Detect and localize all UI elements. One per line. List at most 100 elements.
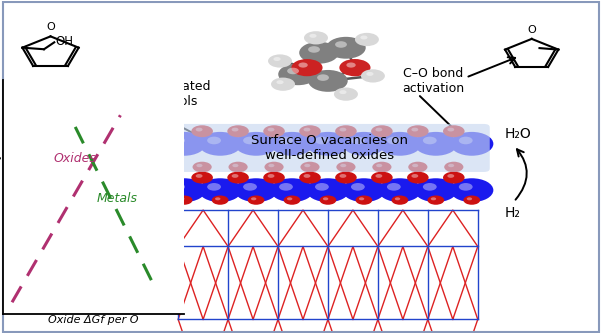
Circle shape	[423, 137, 436, 144]
Circle shape	[351, 183, 365, 191]
Circle shape	[340, 90, 347, 94]
Circle shape	[268, 54, 292, 67]
Text: Oxides: Oxides	[54, 152, 96, 165]
Circle shape	[171, 137, 185, 144]
Circle shape	[235, 178, 278, 202]
X-axis label: Oxide ΔGf per O: Oxide ΔGf per O	[48, 315, 138, 325]
Circle shape	[443, 172, 465, 184]
Circle shape	[279, 137, 293, 144]
Circle shape	[372, 162, 391, 172]
Circle shape	[299, 172, 321, 184]
Circle shape	[243, 137, 257, 144]
Circle shape	[228, 172, 249, 184]
Circle shape	[251, 197, 256, 200]
Circle shape	[315, 137, 329, 144]
Circle shape	[340, 59, 370, 76]
Circle shape	[376, 174, 382, 178]
Circle shape	[359, 197, 364, 200]
Circle shape	[407, 172, 429, 184]
Circle shape	[334, 88, 358, 101]
Circle shape	[263, 172, 285, 184]
Circle shape	[464, 195, 480, 205]
Circle shape	[287, 197, 293, 200]
Circle shape	[408, 162, 427, 172]
Circle shape	[207, 137, 221, 144]
Circle shape	[447, 174, 455, 178]
Circle shape	[278, 63, 318, 85]
Circle shape	[191, 125, 213, 137]
Circle shape	[308, 46, 320, 53]
Text: H₂O: H₂O	[504, 127, 532, 141]
Circle shape	[299, 42, 339, 64]
Circle shape	[414, 132, 458, 156]
Circle shape	[291, 59, 323, 76]
Circle shape	[193, 162, 212, 172]
Circle shape	[300, 162, 320, 172]
Circle shape	[270, 132, 314, 156]
Circle shape	[443, 125, 465, 137]
Y-axis label: Intrinsic activity: Intrinsic activity	[0, 152, 2, 242]
Text: OH: OH	[55, 35, 73, 48]
Circle shape	[207, 183, 221, 191]
Circle shape	[235, 132, 278, 156]
Circle shape	[304, 31, 328, 44]
Circle shape	[450, 178, 494, 202]
Circle shape	[196, 128, 202, 132]
Circle shape	[376, 164, 382, 167]
Text: O: O	[46, 22, 55, 32]
Circle shape	[228, 125, 249, 137]
Circle shape	[191, 172, 213, 184]
Text: Metals: Metals	[97, 192, 138, 205]
Circle shape	[299, 125, 321, 137]
Circle shape	[306, 132, 350, 156]
Circle shape	[320, 195, 337, 205]
Circle shape	[431, 197, 436, 200]
Circle shape	[299, 62, 308, 67]
Circle shape	[276, 80, 284, 84]
Circle shape	[391, 195, 408, 205]
Circle shape	[271, 77, 295, 91]
Circle shape	[378, 132, 421, 156]
Circle shape	[355, 33, 379, 46]
Circle shape	[163, 132, 206, 156]
Circle shape	[447, 128, 455, 132]
Circle shape	[215, 197, 220, 200]
Text: Unsaturated
alcohols: Unsaturated alcohols	[134, 80, 211, 108]
Circle shape	[378, 178, 421, 202]
Circle shape	[414, 178, 458, 202]
Circle shape	[317, 74, 329, 81]
Circle shape	[270, 178, 314, 202]
Circle shape	[361, 35, 367, 39]
Circle shape	[303, 174, 311, 178]
Circle shape	[303, 128, 311, 132]
Circle shape	[450, 132, 494, 156]
Circle shape	[340, 174, 346, 178]
Circle shape	[335, 41, 347, 48]
Circle shape	[448, 164, 454, 167]
Circle shape	[351, 137, 365, 144]
Circle shape	[459, 137, 473, 144]
Circle shape	[340, 164, 346, 167]
Circle shape	[343, 132, 385, 156]
Circle shape	[306, 178, 350, 202]
Circle shape	[232, 174, 238, 178]
Circle shape	[337, 162, 356, 172]
Circle shape	[395, 197, 400, 200]
Circle shape	[315, 183, 329, 191]
Circle shape	[212, 195, 229, 205]
Circle shape	[371, 172, 393, 184]
FancyBboxPatch shape	[169, 124, 490, 172]
Circle shape	[163, 178, 206, 202]
Circle shape	[284, 195, 300, 205]
Circle shape	[427, 195, 444, 205]
Circle shape	[267, 174, 275, 178]
Circle shape	[268, 164, 275, 167]
Text: C–O bond
activation: C–O bond activation	[402, 67, 464, 95]
Circle shape	[232, 128, 238, 132]
Circle shape	[232, 164, 238, 167]
Circle shape	[263, 125, 285, 137]
Circle shape	[387, 137, 401, 144]
Circle shape	[376, 128, 382, 132]
Circle shape	[229, 162, 247, 172]
Circle shape	[346, 62, 356, 67]
